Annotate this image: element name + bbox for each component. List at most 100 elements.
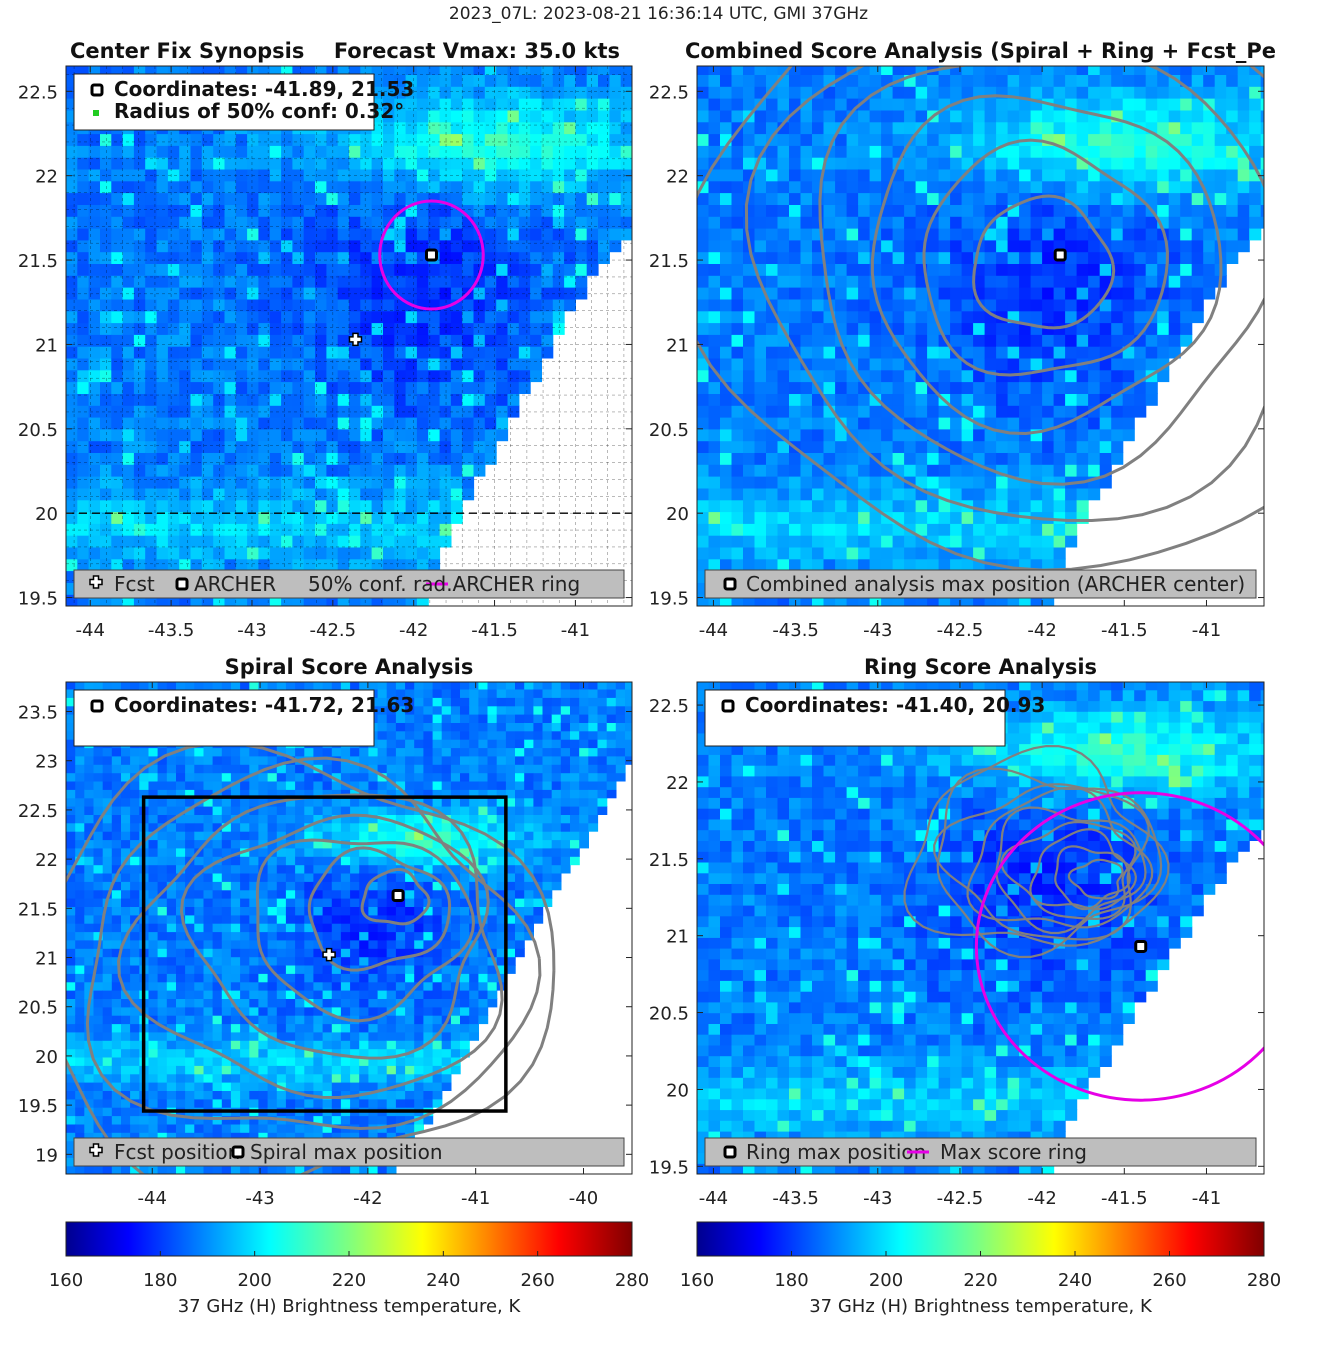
tb-pixel <box>869 594 882 606</box>
tb-pixel <box>405 109 418 123</box>
tb-pixel <box>77 381 90 394</box>
tb-pixel <box>315 228 327 241</box>
tb-pixel <box>1111 298 1124 312</box>
tb-pixel <box>575 204 588 217</box>
tb-pixel <box>1030 357 1043 371</box>
tb-pixel <box>450 310 463 324</box>
tb-pixel <box>708 145 721 158</box>
tb-pixel <box>1122 66 1135 75</box>
tb-pixel <box>743 133 756 146</box>
tb-pixel <box>428 346 441 359</box>
tb-pixel <box>156 476 169 489</box>
tb-pixel <box>235 180 248 194</box>
panel-title: Combined Score Analysis (Spiral + Ring +… <box>685 39 1276 63</box>
tb-pixel <box>823 322 836 335</box>
tb-pixel <box>1145 263 1158 276</box>
tb-pixel <box>383 86 395 99</box>
tb-pixel <box>858 452 871 465</box>
tb-pixel <box>754 464 767 477</box>
tb-pixel <box>102 872 113 882</box>
tb-pixel <box>973 180 986 194</box>
tb-pixel <box>121 772 131 782</box>
tb-pixel <box>484 428 497 442</box>
tb-pixel <box>823 535 836 548</box>
tb-pixel <box>428 121 441 135</box>
tb-pixel <box>1088 74 1101 87</box>
tb-pixel <box>507 74 520 87</box>
tb-pixel <box>190 452 203 465</box>
tb-pixel <box>75 1132 85 1142</box>
tb-pixel <box>754 476 767 489</box>
tb-pixel <box>121 1023 131 1033</box>
tb-pixel <box>224 476 237 489</box>
tb-pixel <box>166 864 177 874</box>
tb-pixel <box>247 452 259 465</box>
tb-pixel <box>835 251 848 264</box>
tb-pixel <box>179 310 192 324</box>
tb-pixel <box>1065 346 1078 359</box>
tb-pixel <box>371 66 384 75</box>
tb-pixel <box>1065 405 1078 418</box>
tb-pixel <box>185 898 195 907</box>
tb-pixel <box>575 145 588 158</box>
tb-pixel <box>697 86 710 99</box>
tb-pixel <box>75 948 85 958</box>
tb-pixel <box>157 831 168 841</box>
tb-pixel <box>167 263 180 276</box>
tb-pixel <box>708 251 721 264</box>
tb-pixel <box>102 1031 113 1041</box>
tb-pixel <box>823 511 836 524</box>
tb-pixel <box>66 287 78 300</box>
tb-pixel <box>145 263 158 276</box>
tb-pixel <box>303 357 316 371</box>
tb-pixel <box>213 275 226 288</box>
tb-pixel <box>892 287 905 300</box>
tb-pixel <box>708 98 721 111</box>
tb-pixel <box>552 145 565 158</box>
tb-pixel <box>111 357 124 371</box>
tb-pixel <box>349 594 361 606</box>
tb-pixel <box>111 204 124 217</box>
tb-pixel <box>743 546 756 560</box>
tb-pixel <box>938 109 951 123</box>
tb-pixel <box>620 66 632 75</box>
tb-pixel <box>111 981 122 991</box>
tb-pixel <box>349 346 361 359</box>
tb-pixel <box>1030 594 1043 606</box>
tb-pixel <box>766 157 779 170</box>
tb-pixel <box>77 499 90 513</box>
tb-pixel <box>950 239 963 253</box>
tb-pixel <box>731 204 744 217</box>
tb-pixel <box>812 393 825 406</box>
tb-pixel <box>66 898 76 907</box>
tb-pixel <box>121 1132 131 1142</box>
tb-pixel <box>1145 381 1158 394</box>
tb-pixel <box>869 428 882 442</box>
tb-pixel <box>235 157 248 170</box>
tb-pixel <box>428 228 441 241</box>
tb-pixel <box>439 452 452 465</box>
tb-pixel <box>394 464 407 477</box>
tb-pixel <box>892 452 905 465</box>
tb-pixel <box>777 86 790 99</box>
tb-pixel <box>812 322 825 335</box>
tb-pixel <box>766 405 779 418</box>
tb-pixel <box>167 393 180 406</box>
tb-pixel <box>1007 180 1020 194</box>
tb-pixel <box>157 956 168 966</box>
tb-pixel <box>766 109 779 123</box>
tb-pixel <box>66 216 78 229</box>
tb-pixel <box>145 511 158 524</box>
tb-pixel <box>416 228 429 241</box>
tb-pixel <box>586 157 599 170</box>
tb-pixel <box>1260 145 1264 158</box>
tb-pixel <box>450 357 463 371</box>
tb-pixel <box>927 228 940 241</box>
tb-pixel <box>383 487 395 501</box>
tb-pixel <box>835 546 848 560</box>
x-tick-label: -43.5 <box>148 620 195 641</box>
tb-pixel <box>315 393 327 406</box>
tb-pixel <box>428 428 441 442</box>
tb-pixel <box>349 228 361 241</box>
tb-pixel <box>507 357 520 371</box>
